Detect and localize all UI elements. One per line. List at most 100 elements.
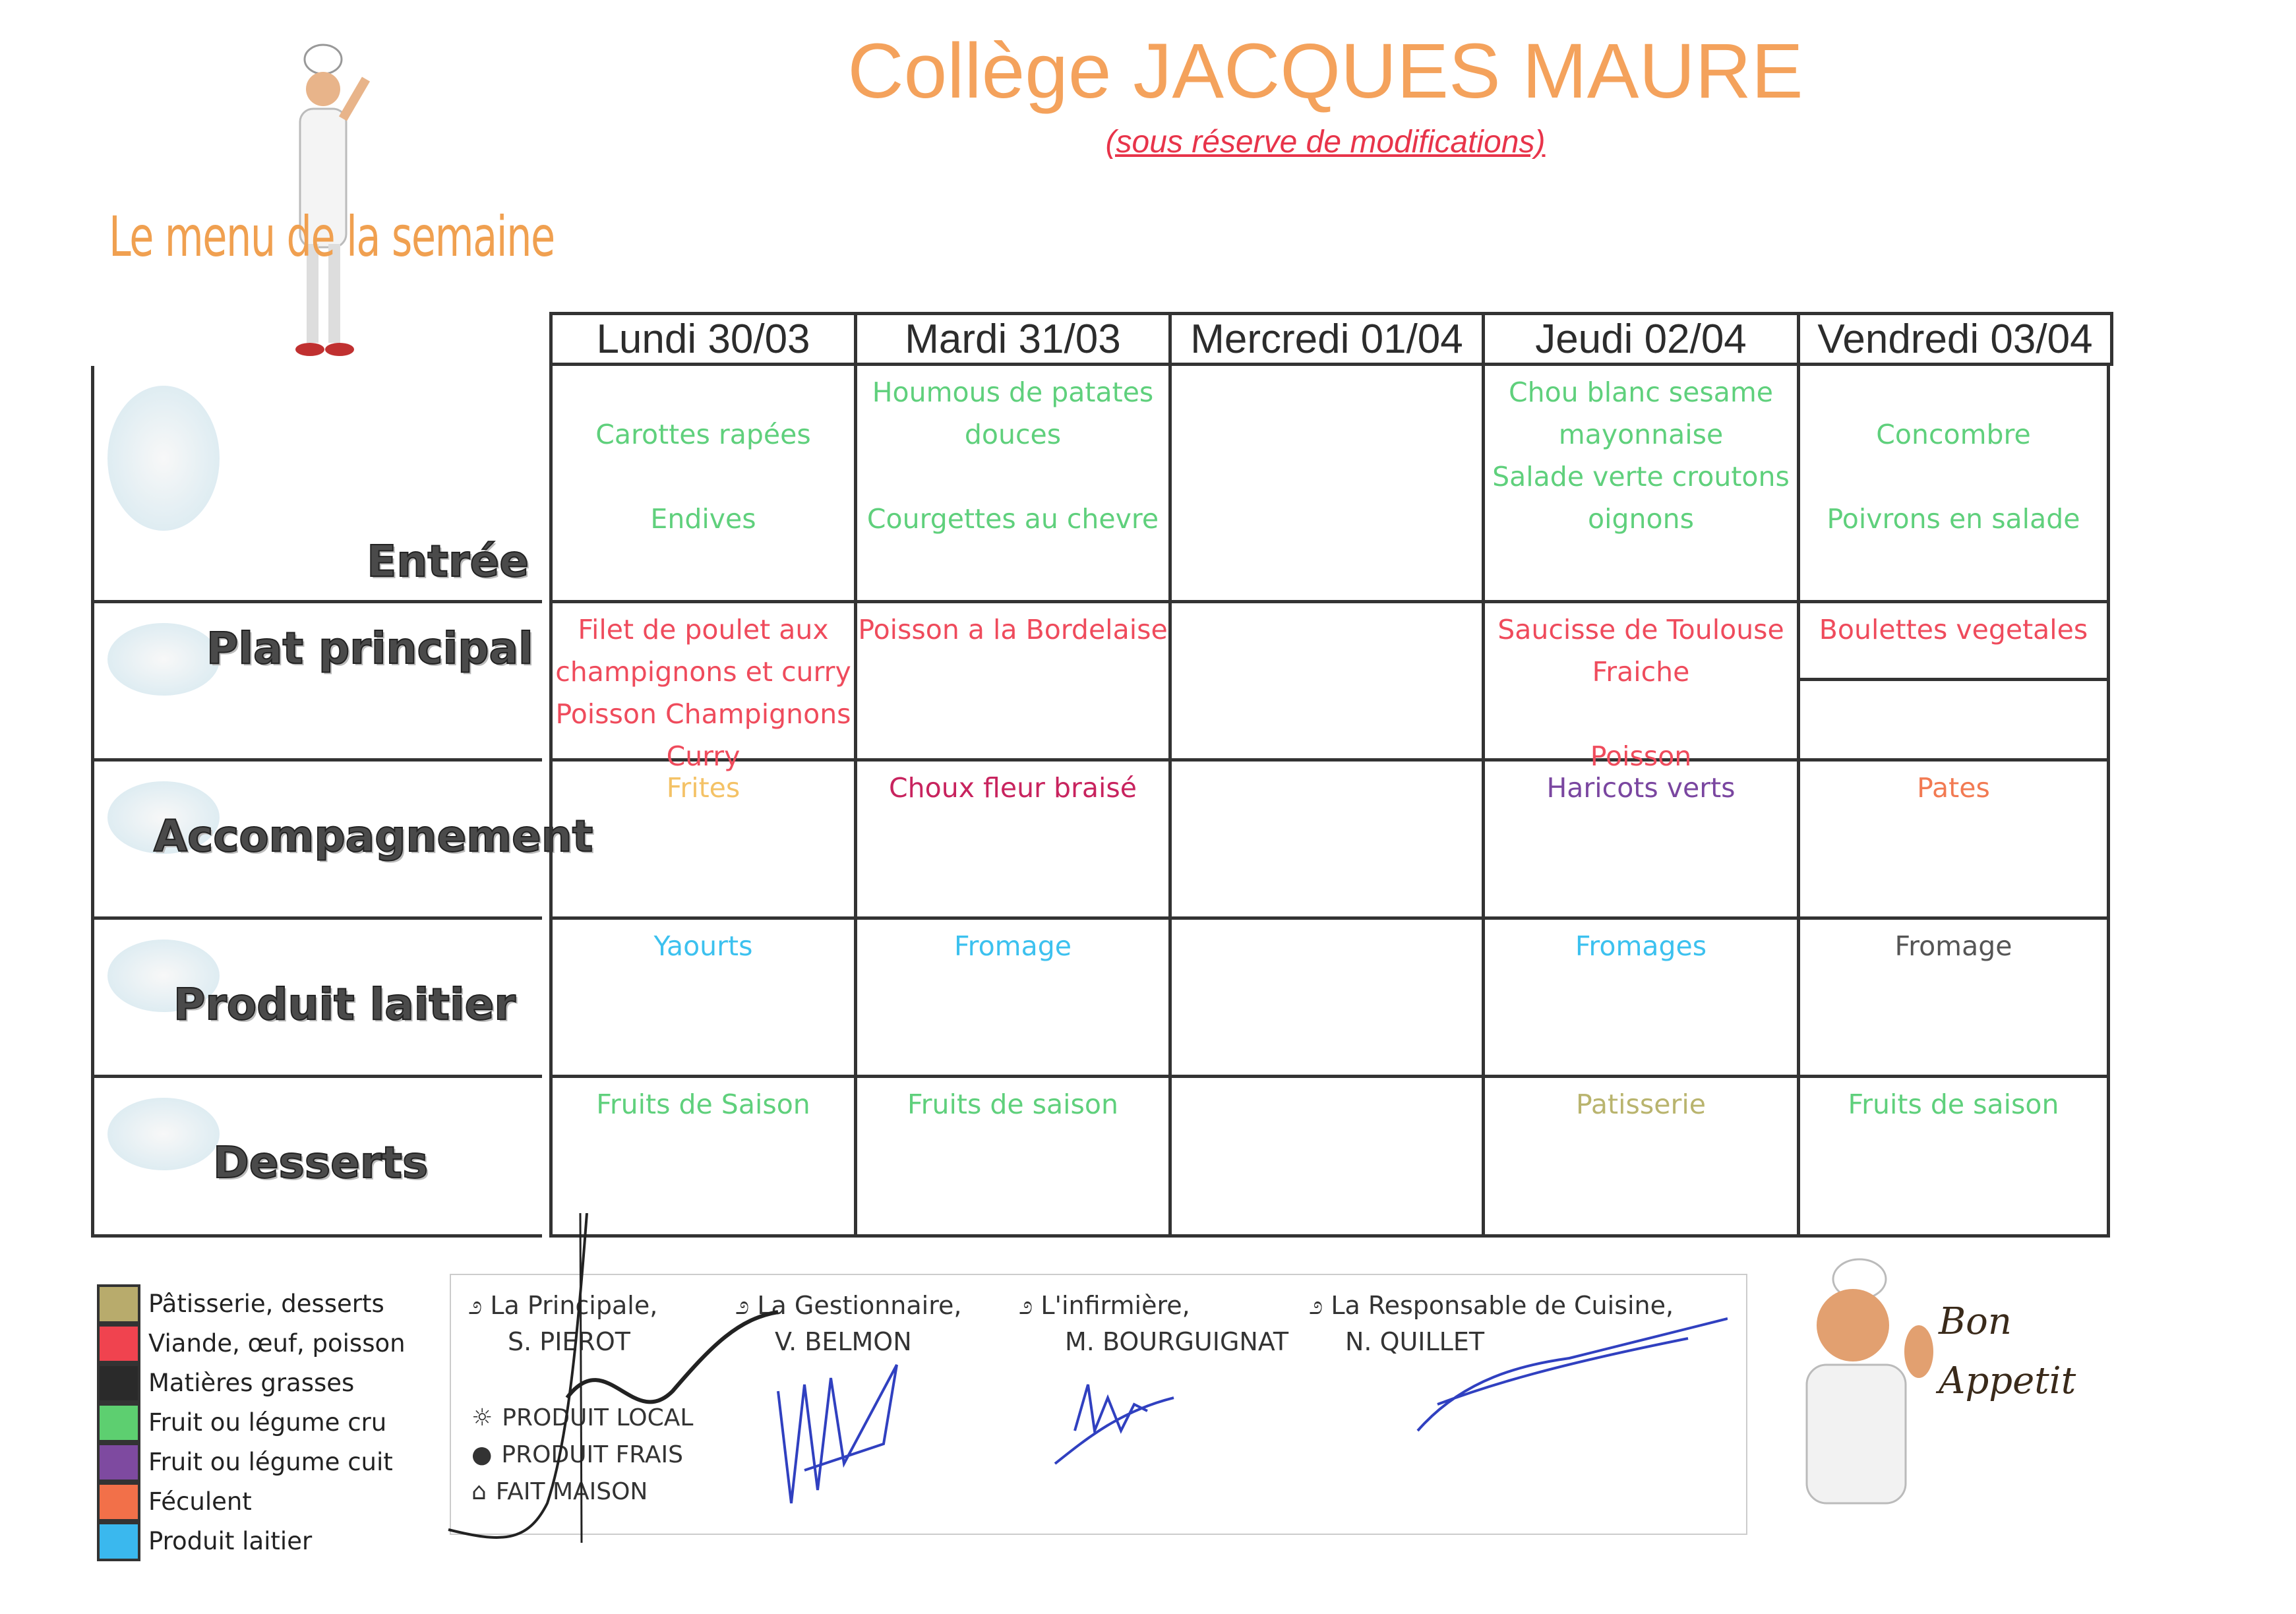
legend-label: Fruit ou légume cuit: [148, 1448, 393, 1476]
dish: Poivrons en salade: [1827, 503, 2080, 535]
dish: Salade verte croutons: [1492, 461, 1790, 493]
food-illustration: [107, 781, 220, 854]
menu-cell: [1168, 1078, 1482, 1238]
menu-cell: Chou blanc sesame mayonnaise Salade verte …: [1482, 366, 1797, 603]
menu-cell: Frites: [549, 762, 854, 920]
signature-bourguignat: [1054, 1384, 1174, 1465]
day-header: Mardi 31/03: [854, 312, 1168, 366]
menu-cell: Patisserie: [1482, 1078, 1797, 1238]
dish: douces: [964, 419, 1062, 450]
dish: Boulettes vegetales: [1819, 614, 2088, 645]
dish: Patisserie: [1576, 1089, 1706, 1120]
dish: oignons: [1588, 503, 1694, 535]
legend-item: Produit laitier: [97, 1522, 427, 1561]
dish: Concombre: [1876, 419, 2031, 450]
menu-cell: Yaourts: [549, 920, 854, 1078]
menu-cell: [1168, 603, 1482, 762]
sun-icon: ☼: [471, 1404, 493, 1431]
marker-label: FAIT MAISON: [495, 1478, 648, 1505]
dish: Fruits de Saison: [596, 1089, 810, 1120]
dish: Filet de poulet aux: [578, 614, 829, 645]
menu-cell: Choux fleur braisé: [854, 762, 1168, 920]
legend-item: Féculent: [97, 1482, 427, 1522]
dish: Pates: [1917, 772, 1990, 804]
marker-fait-maison: ⌂ FAIT MAISON: [471, 1478, 648, 1505]
ornament-icon: ೨: [1309, 1291, 1331, 1320]
menu-cell: [1168, 762, 1482, 920]
dish: Carottes rapées: [595, 419, 811, 450]
legend-swatch: [97, 1522, 140, 1561]
dish: Saucisse de Toulouse: [1497, 614, 1784, 645]
row-label-text: Accompagnement: [153, 810, 593, 862]
row-label-text: Entrée: [366, 535, 529, 587]
signatory-name: M. BOURGUIGNAT: [1065, 1327, 1289, 1356]
menu-week-title: Le menu de la semaine: [109, 204, 555, 269]
row-label-text: Desserts: [212, 1137, 429, 1189]
dish: mayonnaise: [1558, 419, 1724, 450]
signatory-role: ೨ L'infirmière,: [1019, 1291, 1190, 1321]
house-icon: ⌂: [471, 1478, 487, 1505]
dish: Houmous de patates: [872, 376, 1154, 408]
menu-cell: [1168, 920, 1482, 1078]
legend-swatch: [97, 1443, 140, 1482]
row-label-plat-principal: Plat principal: [91, 603, 542, 762]
menu-cell: Fromage: [854, 920, 1168, 1078]
handwritten-signatures: [448, 1213, 1728, 1543]
menu-cell: Houmous de patates douces Courgettes au ch…: [854, 366, 1168, 603]
dish: Frites: [666, 772, 740, 804]
menu-cell: Concombre Poivrons en salade: [1797, 366, 2110, 603]
menu-cell: Fruits de saison: [1797, 1078, 2110, 1238]
food-illustration: [107, 623, 220, 696]
dish: [1800, 456, 2107, 498]
menu-cell: Pates: [1797, 762, 2110, 920]
dish: Poisson: [1590, 740, 1692, 772]
row-label-desserts: Desserts: [91, 1078, 542, 1238]
menu-cell: Poisson a la Bordelaise: [854, 603, 1168, 762]
marker-produit-local: ☼ PRODUIT LOCAL: [471, 1404, 693, 1431]
signatory-name: N. QUILLET: [1345, 1327, 1485, 1356]
menu-cell: Boulettes vegetales: [1797, 603, 2110, 762]
legend-label: Produit laitier: [148, 1527, 313, 1555]
menu-cell: Filet de poulet aux champignons et curry P…: [549, 603, 854, 772]
page-title: Collège JACQUES MAURE: [847, 28, 1803, 115]
legend-label: Fruit ou légume cru: [148, 1408, 387, 1437]
dish: Yaourts: [653, 930, 753, 962]
legend-swatch: [97, 1363, 140, 1403]
dish: Poisson a la Bordelaise: [858, 614, 1168, 645]
dish: Fraiche: [1592, 656, 1690, 688]
dish: Curry: [666, 740, 740, 772]
menu-cell: Haricots verts: [1482, 762, 1797, 920]
legend-swatch: [97, 1324, 140, 1363]
signatory-role: ೨ La Responsable de Cuisine,: [1309, 1291, 1674, 1321]
legend-item: Matières grasses: [97, 1363, 427, 1403]
signatory-name: S. PIEROT: [508, 1327, 630, 1356]
dish: Fromage: [1894, 930, 2012, 962]
legend-label: Féculent: [148, 1487, 252, 1516]
food-illustration: [107, 386, 220, 531]
ornament-icon: ೨: [468, 1291, 491, 1320]
ornament-icon: ೨: [1019, 1291, 1041, 1320]
role-text: La Gestionnaire,: [757, 1291, 962, 1320]
dish: Endives: [650, 503, 756, 535]
ornament-icon: ೨: [735, 1291, 758, 1320]
legend-swatch: [97, 1403, 140, 1443]
day-header: Vendredi 03/04: [1797, 312, 2113, 366]
chef-bon-appetit-illustration: [1805, 1258, 1933, 1505]
menu-cell: Fromage: [1797, 920, 2110, 1078]
row-label-entree: Entrée: [91, 366, 542, 603]
dish: Chou blanc sesame: [1508, 376, 1774, 408]
row-label-text: Produit laitier: [173, 978, 516, 1031]
food-illustration: [107, 1098, 220, 1170]
signature-box: [450, 1274, 1747, 1535]
menu-cell: Fruits de saison: [854, 1078, 1168, 1238]
dish: champignons et curry: [555, 656, 851, 688]
chef-illustration: [295, 44, 371, 356]
menu-cell: Saucisse de Toulouse Fraiche Poisson: [1482, 603, 1797, 772]
role-text: La Principale,: [490, 1291, 658, 1320]
dish: [1800, 371, 2107, 413]
dish: Fruits de saison: [1848, 1089, 2059, 1120]
page-subtitle: (sous réserve de modifications): [1105, 125, 1546, 160]
legend-swatch: [97, 1482, 140, 1522]
dish: [1485, 693, 1797, 735]
legend-label: Viande, œuf, poisson: [148, 1329, 406, 1358]
